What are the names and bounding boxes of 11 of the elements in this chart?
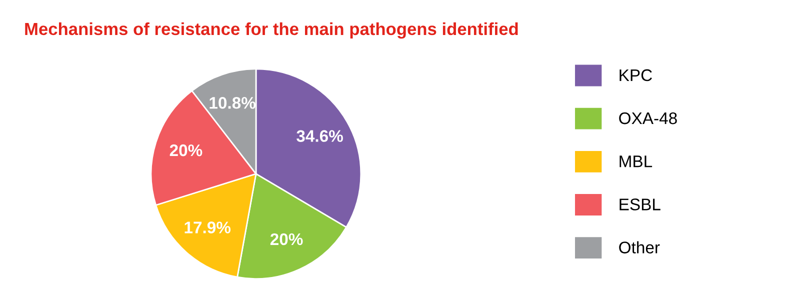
data-label: 34.6% <box>296 130 343 142</box>
legend-label: MBL <box>620 156 652 168</box>
legend-label: KPC <box>620 69 652 82</box>
legend-label: Other <box>619 241 660 254</box>
data-label: 17.9% <box>184 222 231 234</box>
chart-title: Mechanisms of resistance for the main pathogens identified <box>25 22 518 39</box>
data-label: 20% <box>170 144 202 156</box>
legend-label: ESBL <box>620 198 660 210</box>
legend-label: OXA-48 <box>619 112 677 124</box>
data-label: 10.8% <box>210 97 256 109</box>
data-label: 20% <box>270 233 303 246</box>
